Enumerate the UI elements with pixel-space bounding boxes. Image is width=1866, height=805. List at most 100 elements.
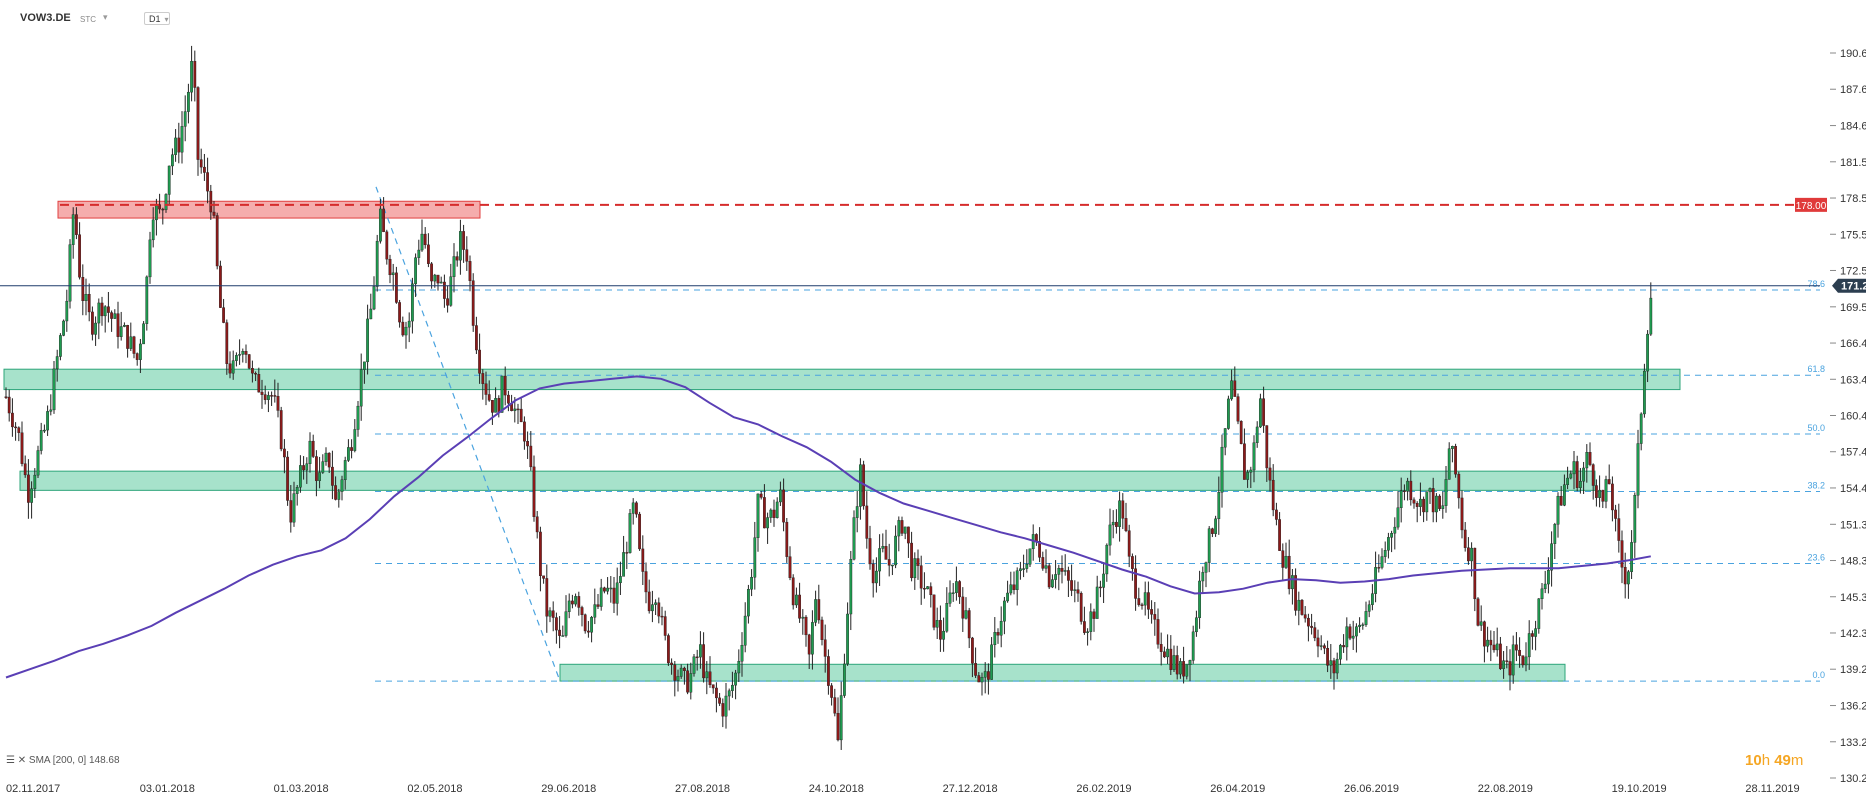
bear-candle <box>487 394 491 401</box>
bull-candle <box>97 302 101 324</box>
bear-candle <box>395 272 398 303</box>
bull-candle <box>1572 461 1576 475</box>
bull-candle <box>1361 624 1365 626</box>
bear-candle <box>331 466 334 486</box>
symbol-label[interactable]: VOW3.DE <box>20 12 71 24</box>
x-tick-label: 02.05.2018 <box>407 783 462 795</box>
y-tick-label: 175.55 <box>1840 229 1866 241</box>
bear-candle <box>388 258 392 276</box>
bull-candle <box>619 576 622 584</box>
y-tick-label: 139.29 <box>1840 664 1866 676</box>
bear-candle <box>708 671 712 685</box>
bear-candle <box>1134 568 1138 599</box>
bull-candle <box>414 257 417 285</box>
bear-candle <box>209 190 213 213</box>
bear-candle <box>443 281 446 299</box>
bull-candle <box>359 369 363 407</box>
bull-candle <box>299 465 302 488</box>
bear-candle <box>686 670 690 693</box>
bull-candle <box>849 559 853 615</box>
bear-candle <box>833 697 837 714</box>
timeframe-select[interactable]: D1 ▾ <box>144 12 170 25</box>
bull-candle <box>897 520 901 537</box>
bull-candle <box>731 684 734 691</box>
bear-candle <box>1047 565 1051 588</box>
y-tick-label: 160.44 <box>1840 411 1866 423</box>
bull-candle <box>241 351 245 355</box>
bear-candle <box>782 489 786 523</box>
bull-candle <box>779 489 782 503</box>
bull-candle <box>926 586 930 590</box>
bull-candle <box>622 552 626 577</box>
bull-candle <box>1524 656 1528 666</box>
bear-candle <box>455 256 459 261</box>
bear-candle <box>222 307 225 323</box>
x-tick-label: 28.11.2019 <box>1745 783 1799 795</box>
bull-candle <box>148 239 152 278</box>
bull-candle <box>52 368 56 411</box>
bear-candle <box>1274 509 1278 520</box>
bull-candle <box>1486 639 1490 647</box>
bull-candle <box>84 294 88 302</box>
bear-candle <box>638 513 642 550</box>
bull-candle <box>980 676 984 683</box>
bull-candle <box>142 323 145 345</box>
bull-candle <box>747 588 750 617</box>
bear-candle <box>158 204 161 210</box>
bear-candle <box>667 635 670 664</box>
bull-candle <box>881 546 885 549</box>
bear-candle <box>1601 489 1605 502</box>
bear-candle <box>1162 651 1166 658</box>
bear-candle <box>1521 655 1525 666</box>
bear-candle <box>804 616 808 636</box>
bear-candle <box>1034 534 1038 542</box>
bear-candle <box>423 233 427 246</box>
bear-candle <box>868 538 872 565</box>
bull-candle <box>1338 645 1342 660</box>
bear-candle <box>135 353 139 360</box>
bull-candle <box>1290 575 1294 590</box>
bull-candle <box>1223 428 1227 448</box>
bear-candle <box>830 685 834 698</box>
bull-candle <box>795 594 798 606</box>
bear-candle <box>516 408 520 411</box>
sma-layer <box>5 375 1651 679</box>
bull-candle <box>756 493 760 538</box>
bull-candle <box>1006 592 1010 602</box>
bull-candle <box>94 322 98 335</box>
bull-candle <box>1207 528 1211 563</box>
bear-candle <box>977 675 981 683</box>
bull-candle <box>1188 660 1192 665</box>
x-tick-label: 22.08.2019 <box>1478 783 1533 795</box>
sma-legend[interactable]: ☰ ✕ SMA [200, 0] 148.68 <box>6 755 120 766</box>
bull-candle <box>766 517 770 529</box>
bull-candle <box>964 610 968 619</box>
bear-candle <box>17 427 21 433</box>
bear-candle <box>1623 567 1627 585</box>
bear-candle <box>587 630 590 633</box>
bull-candle <box>1367 604 1371 612</box>
bull-candle <box>231 360 235 374</box>
bull-candle <box>1633 494 1637 543</box>
y-tick-label: 157.42 <box>1840 447 1866 459</box>
bear-candle <box>212 211 216 216</box>
bull-candle <box>1118 500 1122 527</box>
bear-candle <box>430 263 433 282</box>
bull-candle <box>1166 648 1170 658</box>
y-tick-label: 190.66 <box>1840 48 1866 60</box>
bear-candle <box>270 395 273 397</box>
bear-candle <box>478 349 481 374</box>
bear-candle <box>257 374 261 393</box>
bull-candle <box>513 408 517 412</box>
bear-candle <box>967 610 971 639</box>
bull-candle <box>1258 398 1262 428</box>
bull-candle <box>1003 600 1006 622</box>
chevron-down-icon[interactable]: ▾ <box>103 12 108 22</box>
bull-candle <box>1354 626 1358 637</box>
bear-candle <box>539 531 542 577</box>
bear-candle <box>1518 649 1522 656</box>
bull-candle <box>1598 489 1602 498</box>
bear-candle <box>1271 479 1275 511</box>
bull-candle <box>36 450 40 476</box>
